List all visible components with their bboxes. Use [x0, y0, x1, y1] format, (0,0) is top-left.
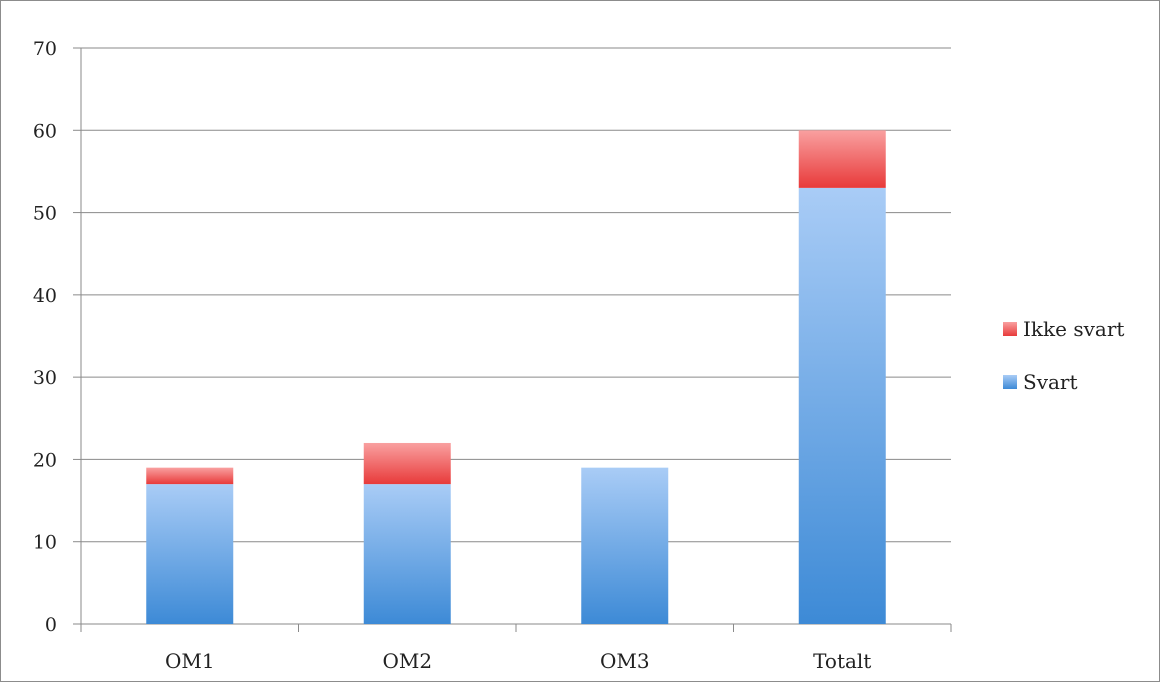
- legend: Ikke svart Svart: [1003, 317, 1124, 394]
- bar-ikke-svart: [363, 442, 451, 485]
- legend-label-svart: Svart: [1023, 370, 1078, 394]
- axis-labels: 0 10 20 30 40 50 60 70 OM1 OM2 OM3 Totalt: [33, 38, 872, 673]
- y-tick-label: 70: [33, 38, 57, 60]
- legend-label-ikke-svart: Ikke svart: [1023, 317, 1124, 341]
- y-tick-label: 0: [45, 614, 57, 636]
- legend-swatch-svart: [1003, 375, 1017, 389]
- bar-svart: [798, 187, 886, 624]
- bar-ikke-svart: [798, 130, 886, 188]
- bars: [146, 130, 886, 624]
- y-tick-label: 50: [33, 203, 57, 225]
- y-tick-label: 30: [33, 367, 57, 389]
- bar-svart: [581, 467, 669, 624]
- y-tick-label: 60: [33, 120, 57, 142]
- y-tick-label: 20: [33, 449, 57, 471]
- x-category-label: OM2: [382, 649, 432, 673]
- bar-svart: [363, 484, 451, 624]
- bar-svart: [146, 484, 234, 624]
- y-tick-label: 10: [33, 532, 57, 554]
- legend-swatch-ikke-svart: [1003, 322, 1017, 336]
- bar-ikke-svart: [146, 467, 234, 485]
- x-category-label: Totalt: [813, 649, 871, 673]
- x-category-label: OM3: [600, 649, 650, 673]
- y-tick-label: 40: [33, 285, 57, 307]
- x-category-label: OM1: [165, 649, 215, 673]
- gridlines: [81, 47, 951, 543]
